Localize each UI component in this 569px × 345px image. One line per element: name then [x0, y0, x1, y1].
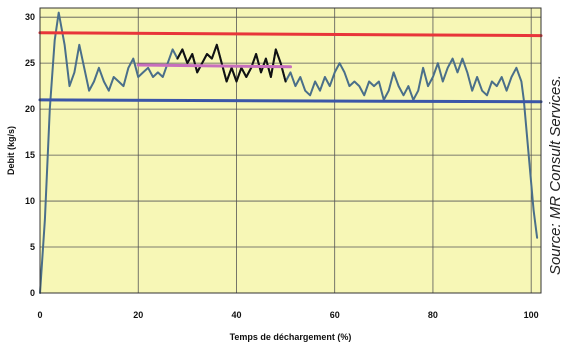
series-line-4: [38, 98, 543, 104]
y-tick-label: 10: [25, 196, 35, 206]
grid-lines: [39, 8, 541, 294]
y-tick-label: 5: [30, 242, 35, 252]
plot-frame: [39, 7, 542, 294]
y-tick-label: 25: [25, 58, 35, 68]
y-tick-label: 15: [25, 150, 35, 160]
series-line-3: [136, 63, 292, 69]
plot-area: [40, 8, 541, 293]
x-tick-label: 100: [524, 310, 539, 320]
y-axis-title: Debit (kg/s): [6, 126, 16, 175]
series-line-2: [38, 31, 543, 38]
x-tick-label: 80: [428, 310, 438, 320]
y-tick-label: 30: [25, 12, 35, 22]
x-axis-title: Temps de déchargement (%): [230, 332, 352, 342]
y-tick-label: 0: [30, 288, 35, 298]
series-line-0: [39, 11, 539, 294]
x-tick-label: 40: [231, 310, 241, 320]
x-tick-label: 60: [330, 310, 340, 320]
series-group: [38, 11, 543, 294]
x-tick-label: 20: [133, 310, 143, 320]
source-note: Source: MR Consult Services.: [547, 75, 564, 275]
y-tick-label: 20: [25, 104, 35, 114]
x-tick-label: 0: [37, 310, 42, 320]
y-tick-labels: 0 5 10 15 20 25 30: [25, 12, 35, 298]
x-tick-labels: 0 20 40 60 80 100: [37, 310, 538, 320]
